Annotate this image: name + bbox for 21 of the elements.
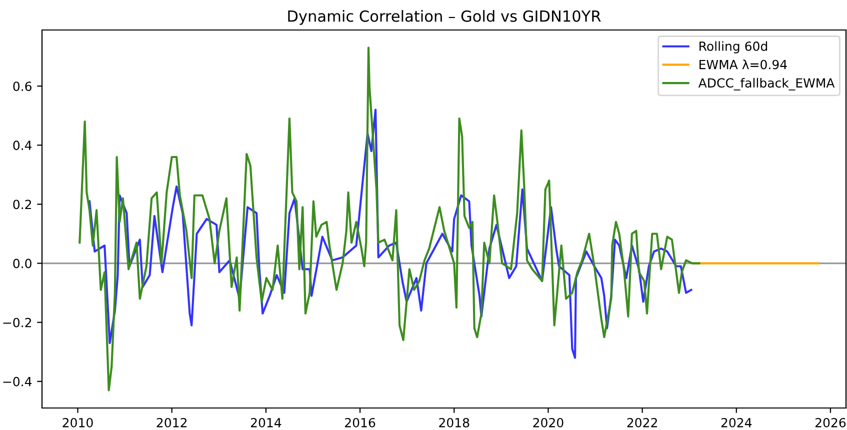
x-tick-label: 2012 <box>156 418 186 428</box>
y-tick-label: −0.2 <box>3 318 32 328</box>
line-series <box>78 46 700 392</box>
x-tick-label: 2018 <box>439 418 470 428</box>
line-series <box>88 108 692 359</box>
legend-label: ADCC_fallback_EWMA <box>698 78 835 90</box>
legend-label: Rolling 60d <box>700 41 768 54</box>
legend-label: EWMA λ=0.94 <box>700 60 787 70</box>
x-tick-label: 2014 <box>250 418 282 428</box>
y-tick-label: 0.6 <box>13 82 32 92</box>
x-tick-label: 2010 <box>62 418 93 428</box>
x-tick-label: 2020 <box>533 418 564 428</box>
y-tick-label: 0.2 <box>13 200 32 210</box>
x-tick-label: 2024 <box>721 418 752 428</box>
y-tick-label: 0.0 <box>13 258 32 268</box>
x-tick-label: 2022 <box>627 418 657 428</box>
chart-title: Dynamic Correlation – Gold vs GIDN10YR <box>288 10 601 25</box>
x-tick-label: 2016 <box>345 418 376 428</box>
y-tick-label: 0.4 <box>13 140 32 150</box>
y-tick-label: −0.4 <box>3 376 32 386</box>
x-tick-label: 2026 <box>815 418 846 428</box>
